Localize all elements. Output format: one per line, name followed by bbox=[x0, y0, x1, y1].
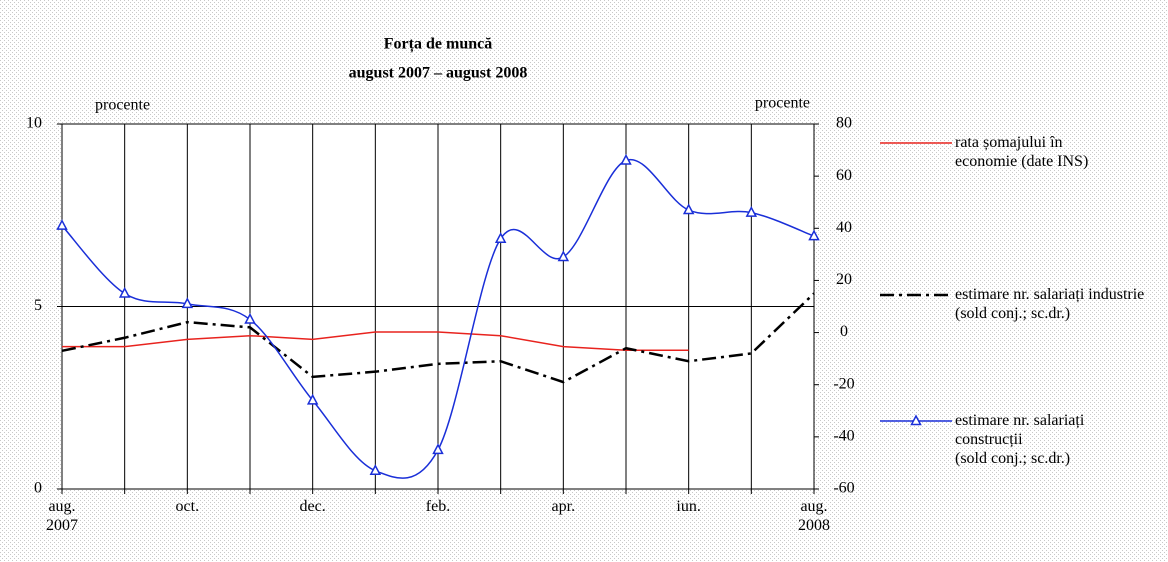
x-tick-label: aug. 2007 bbox=[46, 498, 78, 534]
y2-tick-label: -60 bbox=[833, 480, 854, 497]
legend-label: estimare nr. salariați industrie (sold c… bbox=[955, 286, 1145, 322]
y2-axis-label: procente bbox=[755, 95, 810, 112]
series-line bbox=[62, 331, 689, 352]
legend-label: estimare nr. salariați construcții (sold… bbox=[955, 412, 1085, 467]
point-marker bbox=[808, 229, 820, 241]
series-line bbox=[61, 159, 815, 479]
y-axis-label: procente bbox=[95, 97, 150, 114]
y2-tick-label: 40 bbox=[836, 219, 852, 236]
point-marker bbox=[494, 232, 507, 243]
x-tick-label: apr. bbox=[551, 498, 576, 515]
y-tick-label: 0 bbox=[34, 480, 42, 497]
y2-tick-label: 80 bbox=[836, 115, 852, 132]
x-tick-label: oct. bbox=[175, 498, 200, 515]
legend-label: rata șomajului în economie (date INS) bbox=[955, 134, 1089, 170]
point-marker bbox=[682, 203, 695, 215]
point-marker bbox=[118, 286, 131, 298]
y2-tick-label: -20 bbox=[833, 375, 854, 392]
point-marker bbox=[745, 206, 758, 217]
point-marker bbox=[432, 443, 444, 455]
point-marker bbox=[557, 250, 570, 262]
y2-tick-label: 60 bbox=[836, 167, 852, 184]
point-marker bbox=[56, 219, 68, 230]
point-marker bbox=[181, 297, 194, 309]
point-marker bbox=[306, 393, 319, 405]
chart-subtitle: august 2007 – august 2008 bbox=[349, 65, 528, 82]
legend-marker bbox=[910, 414, 922, 426]
y2-tick-label: 0 bbox=[840, 323, 848, 340]
y-tick-label: 10 bbox=[26, 115, 42, 132]
point-marker bbox=[620, 153, 632, 165]
y-tick-label: 5 bbox=[34, 297, 42, 314]
x-tick-label: feb. bbox=[425, 498, 451, 515]
series-line bbox=[61, 292, 815, 384]
chart-title: Forța de muncă bbox=[384, 36, 492, 54]
x-tick-label: dec. bbox=[299, 498, 326, 515]
y2-tick-label: -40 bbox=[833, 428, 854, 445]
point-marker bbox=[244, 312, 256, 324]
x-tick-label: iun. bbox=[676, 498, 701, 515]
point-marker bbox=[369, 464, 382, 475]
x-tick-label: aug. 2008 bbox=[798, 498, 830, 534]
y2-tick-label: 20 bbox=[836, 271, 852, 288]
